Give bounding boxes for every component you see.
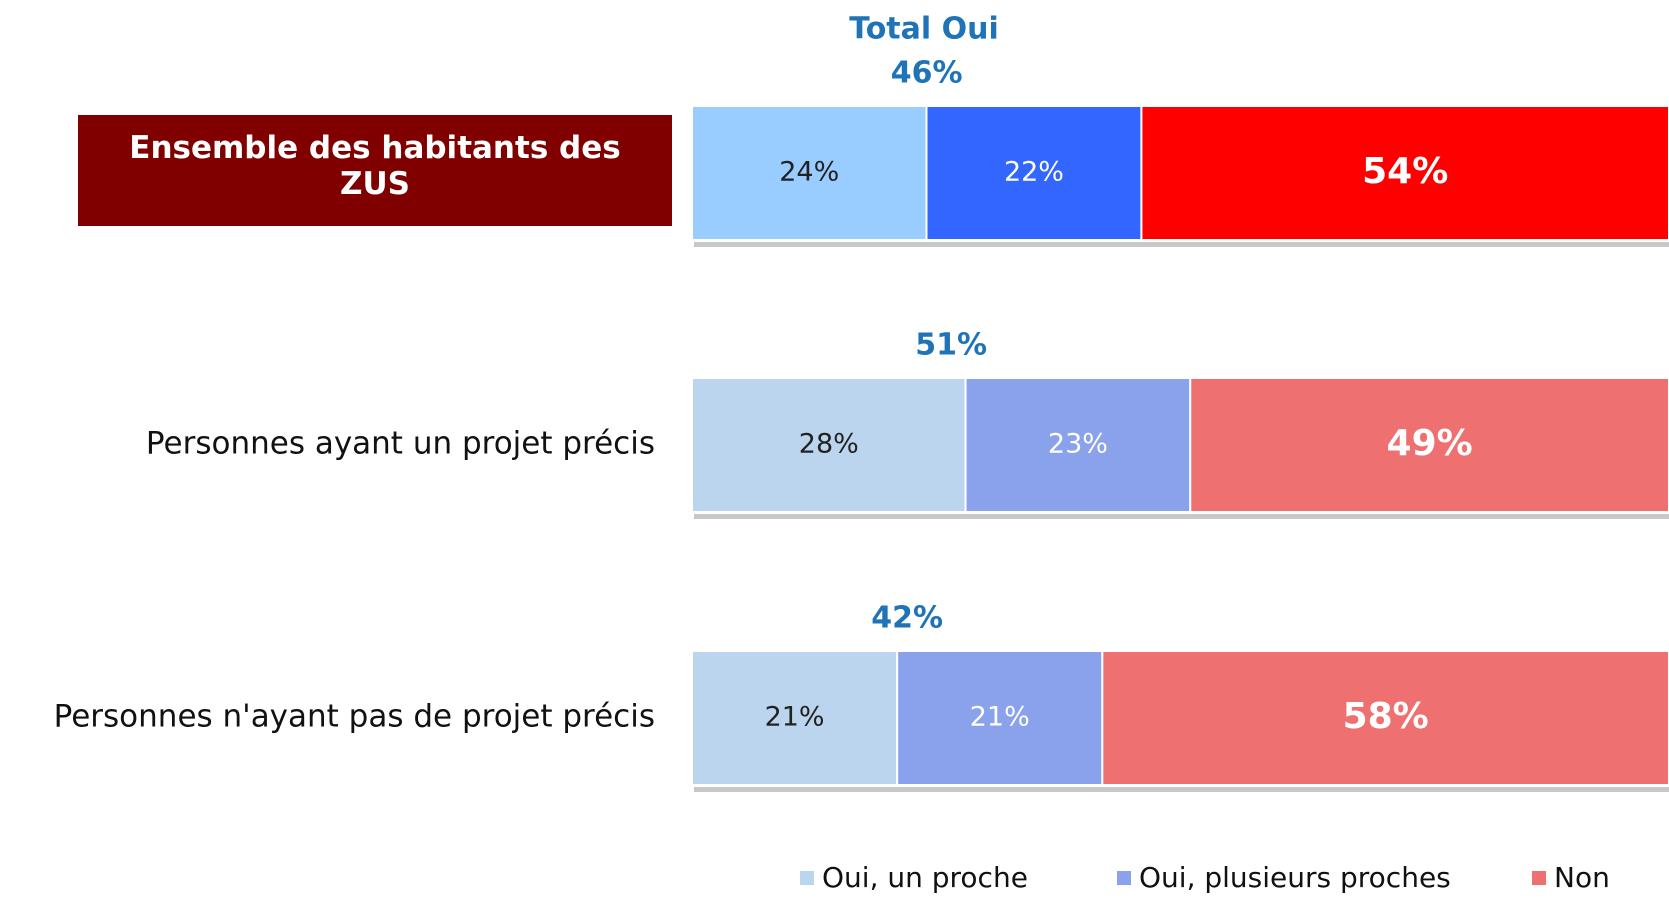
total-label: 46% [891,56,963,91]
bar-segment [925,105,1143,241]
category-label: Personnes n'ayant pas de projet précis [54,699,655,735]
value-label: 24% [779,157,839,188]
value-label: 49% [1387,423,1473,464]
value-label: 54% [1362,151,1448,192]
value-label: 21% [970,702,1030,733]
category-box [78,115,672,226]
value-label: 21% [765,702,825,733]
bar-segment [691,377,967,513]
category-label-line: Ensemble des habitants des [129,130,620,166]
category-label: Personnes ayant un projet précis [146,426,655,462]
value-label: 58% [1343,696,1429,737]
value-label: 23% [1048,429,1108,460]
total-label: 51% [915,328,987,363]
bar-segment [964,377,1192,513]
legend-swatch [1532,871,1546,885]
legend-label: Oui, plusieurs proches [1139,861,1451,894]
value-label: 22% [1004,157,1064,188]
total-title: Total Oui [849,12,999,47]
legend-label: Non [1554,861,1610,894]
value-label: 28% [799,429,859,460]
bar-shadow [694,514,1669,519]
bar-segment [1101,650,1669,786]
bar-segment [896,650,1104,786]
bar-shadow [694,242,1669,247]
legend-swatch [1117,871,1131,885]
legend-swatch [800,871,814,885]
total-label: 42% [871,601,943,636]
bar-shadow [694,787,1669,792]
category-label-line: ZUS [340,166,410,202]
legend-label: Oui, un proche [822,861,1028,894]
bar-segment [1140,105,1669,241]
bar-segment [1189,377,1669,513]
category-label: Ensemble des habitants des ZUS [129,130,620,202]
